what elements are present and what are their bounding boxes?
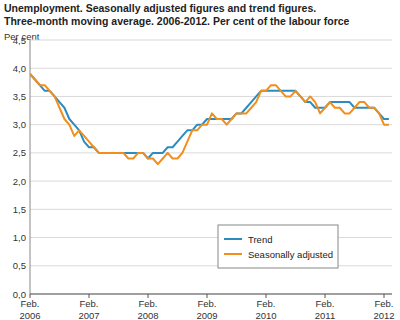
y-tick-label: 3,0: [13, 119, 26, 130]
x-tick-label-part: Feb.: [197, 298, 216, 309]
grid-line: [30, 68, 392, 69]
x-tick-label-part: Feb.: [79, 298, 98, 309]
grid-line: [30, 40, 392, 41]
y-tick-label: 4,5: [13, 35, 26, 46]
y-tick-label: 1,5: [13, 204, 26, 215]
grid-line: [30, 209, 392, 210]
x-tick-label: Feb.2008: [137, 298, 158, 320]
y-tick-label: 4,0: [13, 63, 26, 74]
x-tick-label-part: 2010: [255, 310, 276, 320]
x-tick-label-part: 2011: [315, 310, 335, 320]
x-tick-label: Feb.2007: [78, 298, 99, 320]
legend-swatch: [224, 253, 242, 255]
grid-line: [30, 96, 392, 97]
title: Unemployment. Seasonally adjusted figure…: [4, 2, 316, 14]
x-tick-label: Feb.2011: [315, 298, 335, 320]
x-tick-label: Feb.2012: [373, 298, 394, 320]
grid-line: [30, 124, 392, 125]
x-tick-label-part: Feb.: [315, 298, 334, 309]
subtitle: Three-month moving average. 2006-2012. P…: [4, 15, 350, 27]
grid-line: [30, 181, 392, 182]
legend-label: Trend: [248, 234, 272, 245]
x-tick-label-part: 2012: [373, 310, 394, 320]
plot-area: [30, 74, 389, 164]
legend-swatch: [224, 238, 242, 240]
x-tick-label-part: Feb.: [374, 298, 393, 309]
x-tick-label-part: Feb.: [20, 298, 39, 309]
x-tick-label-part: 2007: [78, 310, 99, 320]
x-tick-label: Feb.2009: [196, 298, 217, 320]
x-tick-label-part: 2006: [19, 310, 40, 320]
x-tick-label-part: Feb.: [256, 298, 275, 309]
legend-label: Seasonally adjusted: [248, 249, 333, 260]
x-tick-label: Feb.2010: [255, 298, 276, 320]
x-tick-label-part: 2009: [196, 310, 217, 320]
y-axis: [30, 40, 31, 294]
y-tick-label: 2,5: [13, 147, 26, 158]
y-tick-label: 0,5: [13, 260, 26, 271]
y-tick-label: 1,0: [13, 232, 26, 243]
legend-box: [218, 225, 338, 268]
x-tick-label-part: 2008: [137, 310, 158, 320]
series-line: [30, 74, 389, 164]
y-tick-label: 3,5: [13, 91, 26, 102]
x-tick-label-part: Feb.: [138, 298, 157, 309]
series-line: [30, 74, 389, 159]
y-tick-label: 2,0: [13, 176, 26, 187]
grid-line: [30, 152, 392, 153]
x-axis: [30, 294, 392, 295]
x-tick-label: Feb.2006: [19, 298, 40, 320]
grid-line: [30, 294, 392, 295]
